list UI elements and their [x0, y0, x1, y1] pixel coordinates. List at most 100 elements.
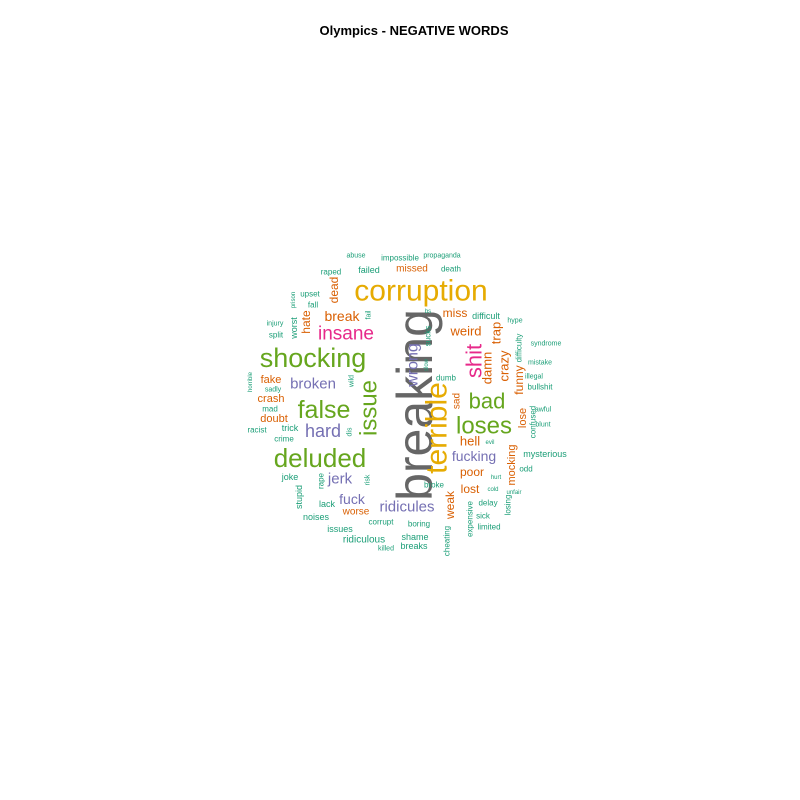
word-death: death: [441, 265, 461, 274]
word-blunt: blunt: [535, 422, 550, 429]
word-issue: issue: [356, 380, 383, 436]
word-sadly: sadly: [265, 387, 282, 394]
word-ridiculous: ridiculous: [343, 535, 385, 546]
word-hate: hate: [299, 310, 313, 334]
word-limited: limited: [477, 523, 500, 532]
word-difficult: difficult: [472, 311, 500, 321]
word-jerk: jerk: [327, 471, 353, 488]
word-stupid: stupid: [294, 485, 304, 509]
word-fuck: fuck: [339, 491, 366, 507]
word-mad: mad: [262, 405, 278, 414]
chart-title: Olympics - NEGATIVE WORDS: [319, 23, 509, 38]
word-issues: issues: [327, 524, 353, 534]
word-fail: fail: [366, 310, 373, 319]
word-ridicules: ridicules: [379, 499, 434, 516]
word-lose: lose: [517, 408, 529, 428]
word-doubt: doubt: [260, 413, 288, 425]
word-loses: loses: [456, 413, 512, 440]
word-shit: shit: [462, 344, 487, 378]
word-boring: boring: [408, 520, 430, 529]
word-confused: confused: [529, 406, 538, 438]
word-missed: missed: [396, 264, 428, 275]
word-hell: hell: [460, 434, 480, 449]
word-damn: damn: [480, 352, 495, 385]
word-wrong: wrong: [405, 343, 422, 388]
word-unfair: unfair: [506, 490, 521, 496]
word-bs: bs: [425, 309, 431, 315]
word-rape: rape: [317, 472, 326, 489]
word-mocking: mocking: [506, 445, 518, 486]
word-lack: lack: [319, 499, 336, 509]
word-broken: broken: [290, 376, 336, 393]
word-funny: funny: [512, 365, 526, 394]
word-lost: lost: [461, 482, 480, 496]
word-hard: hard: [305, 421, 341, 441]
word-joke: joke: [281, 472, 299, 482]
word-killed: killed: [378, 546, 394, 553]
word-odd: odd: [519, 465, 532, 474]
word-racist: racist: [247, 426, 267, 435]
word-dead: dead: [327, 277, 341, 304]
word-propaganda: propaganda: [423, 253, 460, 260]
word-insane: insane: [318, 324, 374, 345]
word-cold: cold: [487, 487, 498, 493]
word-crime: crime: [274, 435, 294, 444]
word-illegal: illegal: [525, 374, 543, 381]
word-delay: delay: [478, 499, 497, 508]
word-risk: risk: [365, 474, 372, 485]
word-hurt: hurt: [491, 475, 502, 481]
word-slow: slow: [424, 358, 430, 371]
word-bullshit: bullshit: [528, 383, 554, 392]
word-failed: failed: [358, 265, 380, 275]
word-crazy: crazy: [497, 350, 512, 382]
word-noises: noises: [303, 512, 330, 522]
word-fall: fall: [308, 301, 318, 310]
word-injury: injury: [267, 321, 284, 328]
word-evil: evil: [485, 440, 494, 446]
word-poor: poor: [460, 465, 484, 479]
word-dis: dis: [347, 427, 354, 436]
word-impossible: impossible: [381, 254, 419, 263]
word-terrible: terrible: [421, 382, 454, 474]
word-miss: miss: [443, 306, 468, 320]
word-trick: trick: [282, 423, 299, 433]
word-worst: worst: [289, 317, 299, 340]
word-expensive: expensive: [466, 500, 475, 537]
word-break: break: [324, 308, 360, 324]
word-horrible: horrible: [248, 371, 254, 392]
word-hype: hype: [507, 318, 522, 325]
word-trap: trap: [489, 322, 504, 344]
word-sad: sad: [452, 393, 463, 409]
word-fucking: fucking: [452, 448, 496, 464]
word-syndrome: syndrome: [531, 341, 562, 348]
word-abuse: abuse: [346, 253, 365, 260]
word-sucks: sucks: [424, 326, 433, 346]
word-prison: prison: [291, 292, 297, 308]
word-sick: sick: [476, 512, 491, 521]
word-bad: bad: [469, 389, 506, 414]
word-split: split: [269, 331, 284, 340]
word-corruption: corruption: [354, 275, 487, 308]
word-deluded: deluded: [274, 443, 367, 473]
word-corrupt: corrupt: [369, 518, 395, 527]
word-shocking: shocking: [260, 343, 367, 373]
word-breaking: breaking: [387, 309, 443, 501]
word-dumb: dumb: [436, 374, 457, 383]
word-false: false: [298, 396, 351, 424]
word-broke: broke: [424, 481, 445, 490]
word-fake: fake: [261, 374, 282, 386]
word-breaks: breaks: [400, 541, 428, 551]
word-wild: wild: [349, 375, 356, 388]
word-raped: raped: [321, 268, 341, 277]
word-weak: weak: [443, 490, 457, 520]
word-shame: shame: [401, 532, 428, 542]
word-crash: crash: [258, 393, 285, 405]
word-upset: upset: [300, 290, 320, 299]
word-weird: weird: [449, 324, 481, 339]
word-difficulty: difficulty: [515, 334, 524, 363]
word-worse: worse: [342, 507, 370, 518]
word-losing: losing: [504, 495, 513, 516]
word-awful: awful: [535, 407, 552, 414]
